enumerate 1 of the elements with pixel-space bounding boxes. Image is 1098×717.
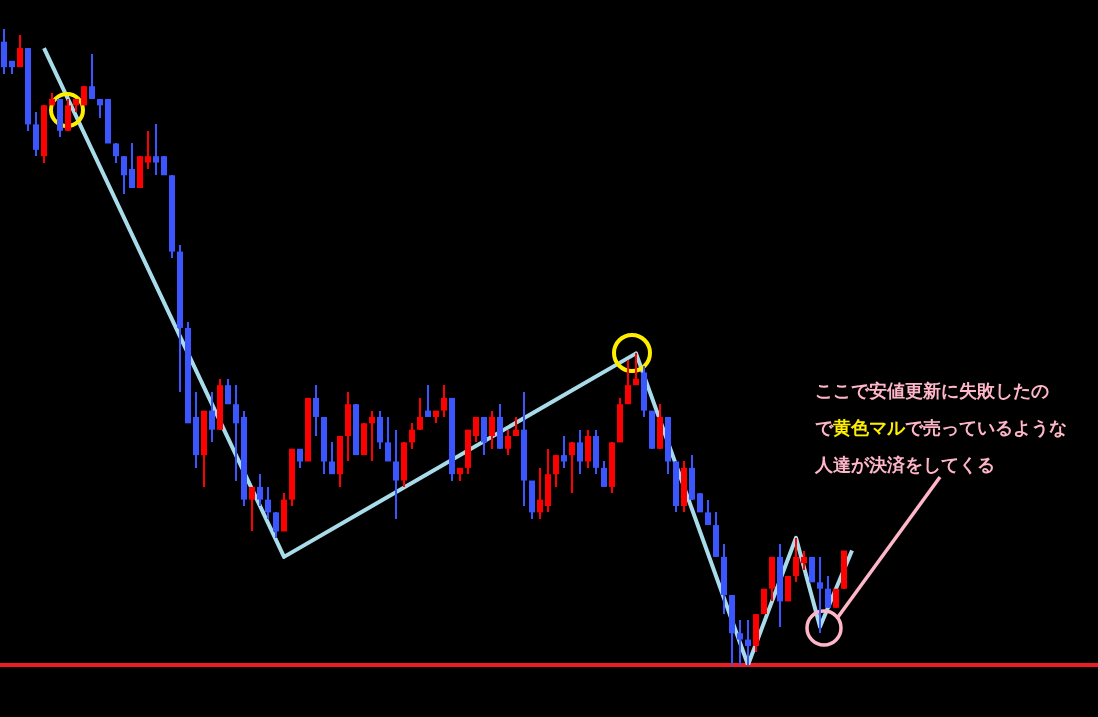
text: ここで安値更新に失敗したので黄色マルで売っているような人達が決済をしてくる <box>815 380 1067 475</box>
